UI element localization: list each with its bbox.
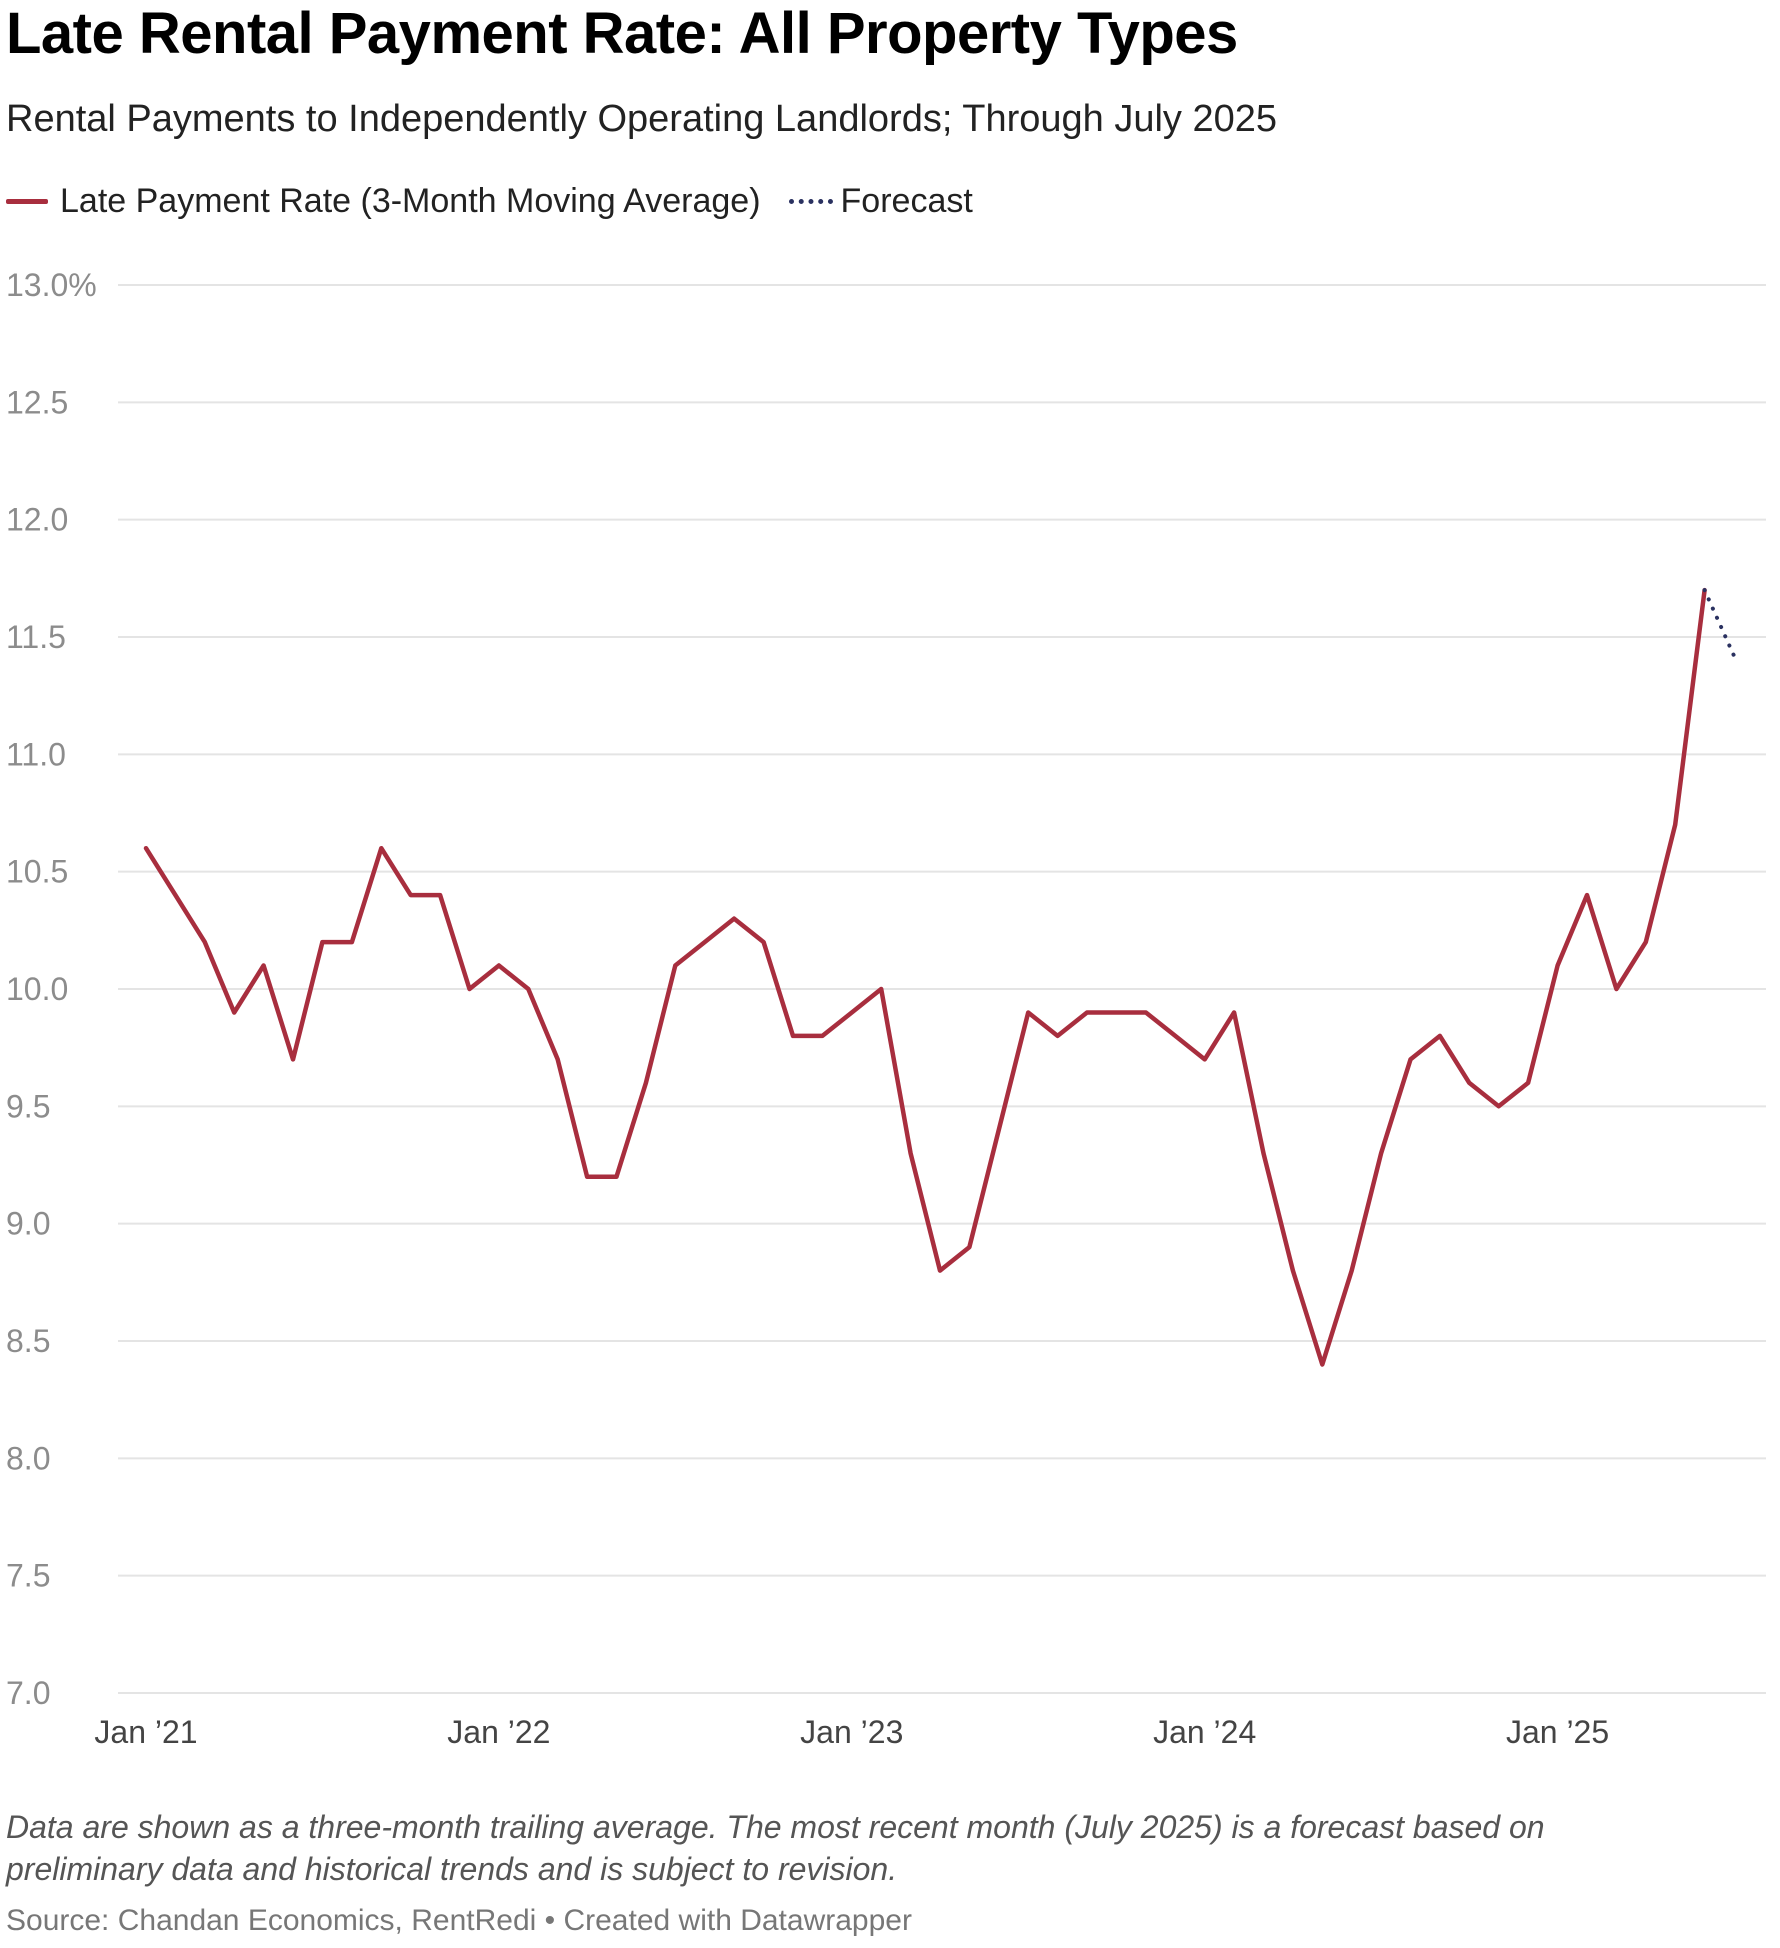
chart-source: Source: Chandan Economics, RentRedi • Cr… <box>6 1904 912 1937</box>
legend-swatch-actual <box>6 199 48 204</box>
legend-label-forecast: Forecast <box>840 182 973 220</box>
y-tick-label: 9.5 <box>6 1088 50 1124</box>
x-tick-label: Jan ’22 <box>447 1714 550 1750</box>
legend-swatch-forecast <box>788 199 833 204</box>
legend: Late Payment Rate (3-Month Moving Averag… <box>6 182 1001 221</box>
y-tick-label: 8.0 <box>6 1440 50 1476</box>
y-tick-label: 12.0 <box>6 502 68 538</box>
y-tick-label: 7.0 <box>6 1675 50 1711</box>
y-tick-label: 9.0 <box>6 1206 50 1242</box>
chart-notes: Data are shown as a three-month trailing… <box>6 1809 1545 1887</box>
y-tick-label: 13.0% <box>6 267 97 303</box>
line-chart: 13.0% 12.5 12.0 11.5 11.0 10.5 10.0 9.5 9.0 8.5 8.… <box>6 267 1766 1750</box>
x-tick-label: Jan ’23 <box>800 1714 903 1750</box>
x-tick-label: Jan ’24 <box>1153 1714 1256 1750</box>
legend-item-forecast: Forecast <box>788 182 973 221</box>
late-payment-series-line <box>143 587 1707 1367</box>
x-tick-label: Jan ’25 <box>1506 1714 1609 1750</box>
forecast-series-line <box>1702 588 1736 658</box>
legend-item-actual: Late Payment Rate (3-Month Moving Averag… <box>6 182 761 221</box>
y-tick-label: 10.5 <box>6 854 68 890</box>
y-tick-label: 10.0 <box>6 971 68 1007</box>
y-tick-label: 11.0 <box>6 736 66 772</box>
chart-subtitle: Rental Payments to Independently Operati… <box>6 98 1278 140</box>
y-tick-label: 11.5 <box>6 619 66 655</box>
y-tick-label: 12.5 <box>6 384 68 420</box>
y-tick-label: 7.5 <box>6 1558 50 1594</box>
legend-label-actual: Late Payment Rate (3-Month Moving Averag… <box>60 182 761 220</box>
y-tick-label: 8.5 <box>6 1323 50 1359</box>
x-tick-label: Jan ’21 <box>94 1714 197 1750</box>
chart-title: Late Rental Payment Rate: All Property T… <box>6 1 1238 66</box>
